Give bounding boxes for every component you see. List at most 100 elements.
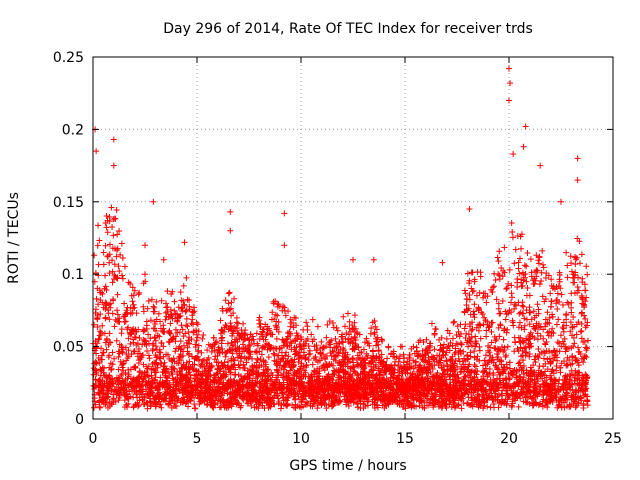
- data-point: [129, 298, 136, 305]
- data-point: [409, 390, 416, 397]
- data-point: [476, 347, 483, 354]
- data-point: [152, 352, 159, 359]
- data-point: [532, 383, 539, 390]
- data-point: [152, 337, 159, 344]
- data-point: [464, 352, 471, 359]
- data-point: [101, 390, 108, 397]
- data-point: [551, 376, 558, 383]
- data-point: [135, 291, 142, 298]
- data-point: [119, 272, 126, 279]
- data-point: [181, 342, 188, 349]
- data-point: [192, 341, 199, 348]
- data-point: [149, 392, 156, 399]
- data-point: [220, 379, 227, 386]
- data-point: [518, 245, 524, 252]
- data-point: [271, 351, 278, 358]
- data-point: [132, 364, 139, 371]
- data-point: [486, 323, 493, 330]
- data-point: [212, 339, 219, 346]
- data-point: [469, 319, 476, 326]
- data-point: [347, 328, 354, 335]
- data-point: [548, 376, 555, 383]
- data-point: [462, 373, 469, 380]
- data-point: [528, 273, 535, 280]
- data-point: [140, 328, 147, 335]
- data-point: [582, 324, 589, 331]
- data-point: [426, 388, 433, 395]
- data-point: [580, 338, 587, 345]
- data-point: [302, 401, 309, 408]
- data-point: [217, 365, 224, 372]
- data-point: [227, 347, 234, 354]
- data-point: [157, 349, 164, 356]
- data-point: [198, 349, 205, 356]
- data-point: [181, 301, 188, 308]
- data-point: [363, 335, 370, 342]
- data-point: [385, 343, 392, 350]
- data-point: [228, 299, 235, 306]
- data-point: [236, 344, 243, 351]
- data-point: [121, 319, 128, 326]
- data-point: [115, 353, 122, 360]
- data-point: [174, 329, 181, 336]
- data-point: [475, 327, 482, 334]
- data-point: [564, 373, 571, 380]
- data-point: [295, 352, 302, 359]
- data-point: [219, 305, 226, 312]
- data-point: [341, 353, 348, 360]
- data-point: [147, 317, 154, 324]
- data-point: [298, 360, 305, 367]
- data-point: [293, 381, 300, 388]
- data-point: [346, 318, 353, 325]
- data-point: [455, 328, 462, 335]
- data-point: [542, 316, 549, 323]
- data-point: [468, 342, 475, 349]
- data-point: [288, 346, 295, 353]
- data-point: [99, 349, 106, 356]
- data-point: [462, 335, 469, 342]
- data-point: [488, 328, 495, 335]
- data-point: [523, 278, 530, 285]
- data-point: [296, 388, 303, 395]
- data-point: [172, 310, 179, 317]
- data-point: [91, 321, 98, 328]
- data-point: [499, 298, 506, 305]
- data-point: [162, 316, 169, 323]
- data-point: [114, 231, 121, 238]
- data-point: [512, 302, 519, 309]
- data-point: [582, 380, 589, 387]
- data-point: [473, 324, 480, 331]
- data-point: [506, 266, 513, 273]
- data-point: [546, 314, 553, 321]
- data-point: [184, 348, 191, 355]
- data-point: [554, 357, 561, 364]
- data-point: [158, 404, 165, 411]
- data-point: [309, 316, 316, 323]
- data-point: [477, 322, 484, 329]
- data-point: [223, 307, 230, 314]
- data-point: [239, 341, 246, 348]
- data-point: [539, 247, 546, 254]
- data-point: [287, 367, 294, 374]
- data-point: [314, 405, 321, 412]
- data-point: [383, 375, 390, 382]
- data-point: [287, 316, 294, 323]
- data-point: [110, 232, 117, 239]
- data-point: [349, 339, 356, 346]
- data-point: [469, 397, 476, 404]
- data-point: [417, 337, 424, 344]
- data-point: [430, 404, 437, 411]
- data-point: [521, 315, 528, 322]
- data-point: [265, 354, 272, 361]
- data-point: [298, 404, 305, 411]
- data-point: [468, 285, 475, 292]
- data-point: [527, 309, 534, 316]
- data-point: [494, 376, 501, 383]
- data-point: [334, 327, 341, 334]
- data-point: [431, 346, 438, 353]
- data-point: [102, 220, 109, 227]
- data-point: [226, 289, 233, 296]
- data-point: [177, 312, 184, 319]
- data-point: [108, 365, 115, 372]
